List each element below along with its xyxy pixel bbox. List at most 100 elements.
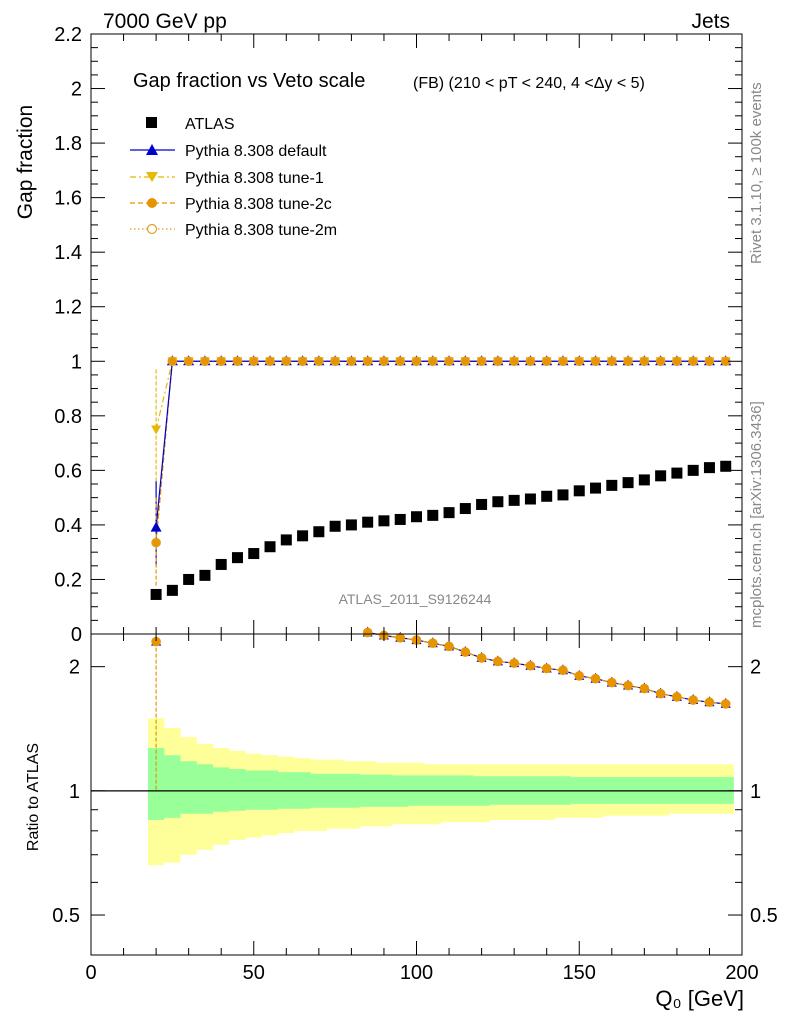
rivet-label: Rivet 3.1.10, ≥ 100k events xyxy=(748,82,765,264)
marker-tune2m xyxy=(477,356,487,366)
marker-tune2c xyxy=(232,356,243,367)
marker-tune2c xyxy=(590,356,601,367)
main-series-group xyxy=(150,355,732,600)
marker-tune2m xyxy=(704,356,714,366)
marker-tune2c xyxy=(281,356,292,367)
legend-label-tune2m: Pythia 8.308 tune-2m xyxy=(185,222,337,239)
marker-atlas xyxy=(720,460,732,472)
marker-tune2m xyxy=(412,356,421,366)
marker-tune2c xyxy=(330,356,340,367)
ratio-marker-tune2c xyxy=(590,673,601,684)
marker-tune2m xyxy=(216,356,226,366)
y-axis-label-ratio: Ratio to ATLAS xyxy=(25,743,42,851)
marker-tune2c xyxy=(688,356,698,367)
y-axis-label-main: Gap fraction xyxy=(14,105,37,219)
y-tick-label-main: 1.6 xyxy=(54,188,82,210)
legend-marker-default xyxy=(146,144,158,155)
x-tick-label: 50 xyxy=(243,962,265,984)
marker-tune2m xyxy=(460,356,470,366)
y-tick-label-main: 1.4 xyxy=(54,242,82,264)
marker-tune2c xyxy=(655,356,666,367)
ratio-marker-tune2c xyxy=(688,695,698,705)
ratio-marker-tune2c xyxy=(460,647,471,657)
ratio-marker-tune2c xyxy=(558,665,568,676)
ratio-uncertainty-bands xyxy=(147,718,734,866)
x-tick-label: 150 xyxy=(563,962,596,984)
marker-tune2m xyxy=(607,356,617,366)
y-tick-label-ratio-right: 2 xyxy=(750,657,761,679)
marker-tune2c xyxy=(525,356,536,367)
marker-tune2m xyxy=(363,356,373,366)
marker-atlas xyxy=(297,530,309,542)
marker-tune2m xyxy=(330,356,340,366)
marker-atlas xyxy=(541,490,553,502)
ratio-marker-tune2c xyxy=(151,636,161,647)
ratio-marker-tune2c xyxy=(493,656,503,667)
marker-atlas xyxy=(573,485,585,497)
marker-default xyxy=(150,521,162,532)
marker-tune2c xyxy=(493,356,503,367)
marker-atlas xyxy=(329,520,341,532)
marker-tune2m xyxy=(428,356,438,366)
ratio-marker-tune2c xyxy=(720,699,731,709)
marker-tune2m xyxy=(574,356,584,366)
ratio-marker-tune2c xyxy=(655,688,666,699)
marker-atlas xyxy=(508,494,520,506)
marker-tune2c xyxy=(314,356,324,367)
marker-tune2m xyxy=(591,356,601,366)
ratio-band-inner xyxy=(147,748,734,820)
marker-tune2c xyxy=(574,356,585,367)
marker-tune2c xyxy=(379,356,389,367)
axis-tick-labels: 0 50 100 150 200 0 0.2 0.4 0.6 0.8 1 1.2 1.4 1.6 1.8 2 2… xyxy=(52,24,778,984)
marker-tune2m xyxy=(265,356,275,366)
ratio-line-tune2c xyxy=(367,631,726,705)
marker-atlas xyxy=(492,496,504,508)
marker-tune2c xyxy=(509,356,519,367)
y-tick-label-ratio: 1 xyxy=(69,781,80,803)
marker-tune2m xyxy=(346,356,356,366)
marker-tune2m xyxy=(200,356,210,366)
marker-tune2c xyxy=(623,356,633,367)
marker-atlas xyxy=(606,479,618,491)
marker-tune1 xyxy=(151,425,162,435)
marker-tune2c xyxy=(541,356,552,367)
analysis-watermark: ATLAS_2011_S9126244 xyxy=(339,591,492,607)
y-tick-label-main: 2 xyxy=(71,79,82,101)
y-tick-label-main: 0.8 xyxy=(54,406,82,428)
y-tick-label-main: 0.6 xyxy=(54,460,82,482)
marker-atlas xyxy=(199,569,211,581)
marker-tune2m xyxy=(656,356,666,366)
legend-label-default: Pythia 8.308 default xyxy=(185,143,327,160)
marker-tune2m xyxy=(688,356,698,366)
ratio-marker-tune2c xyxy=(607,677,617,688)
chart-subtitle: (FB) (210 < pT < 240, 4 <Δy < 5) xyxy=(413,75,645,92)
marker-tune2m xyxy=(623,356,633,366)
marker-tune2c xyxy=(151,537,161,548)
marker-tune2c xyxy=(704,356,715,367)
marker-tune2c xyxy=(216,356,226,367)
marker-atlas xyxy=(459,503,471,515)
marker-tune2m xyxy=(167,356,177,366)
marker-atlas xyxy=(394,513,406,525)
marker-tune2c xyxy=(248,356,259,367)
marker-tune2c xyxy=(362,356,373,367)
marker-tune2c xyxy=(183,356,194,367)
ratio-marker-tune2c xyxy=(525,660,536,671)
marker-tune2c xyxy=(476,356,487,367)
axis-ticks xyxy=(90,33,743,955)
legend-marker-tune2m xyxy=(146,223,158,235)
marker-atlas xyxy=(150,588,162,600)
marker-tune2c xyxy=(395,356,406,367)
legend-marker-tune2c xyxy=(147,198,157,208)
marker-tune2m xyxy=(542,356,552,366)
marker-tune2m xyxy=(639,356,649,366)
y-tick-label-ratio: 0.5 xyxy=(52,905,80,927)
marker-atlas xyxy=(378,515,390,527)
x-tick-label: 0 xyxy=(85,962,96,984)
ratio-marker-tune2c xyxy=(509,658,519,668)
y-tick-label-main: 1.2 xyxy=(54,297,82,319)
y-tick-label-main: 0.2 xyxy=(54,569,82,591)
marker-atlas xyxy=(524,493,536,505)
marker-tune2m xyxy=(281,356,291,366)
